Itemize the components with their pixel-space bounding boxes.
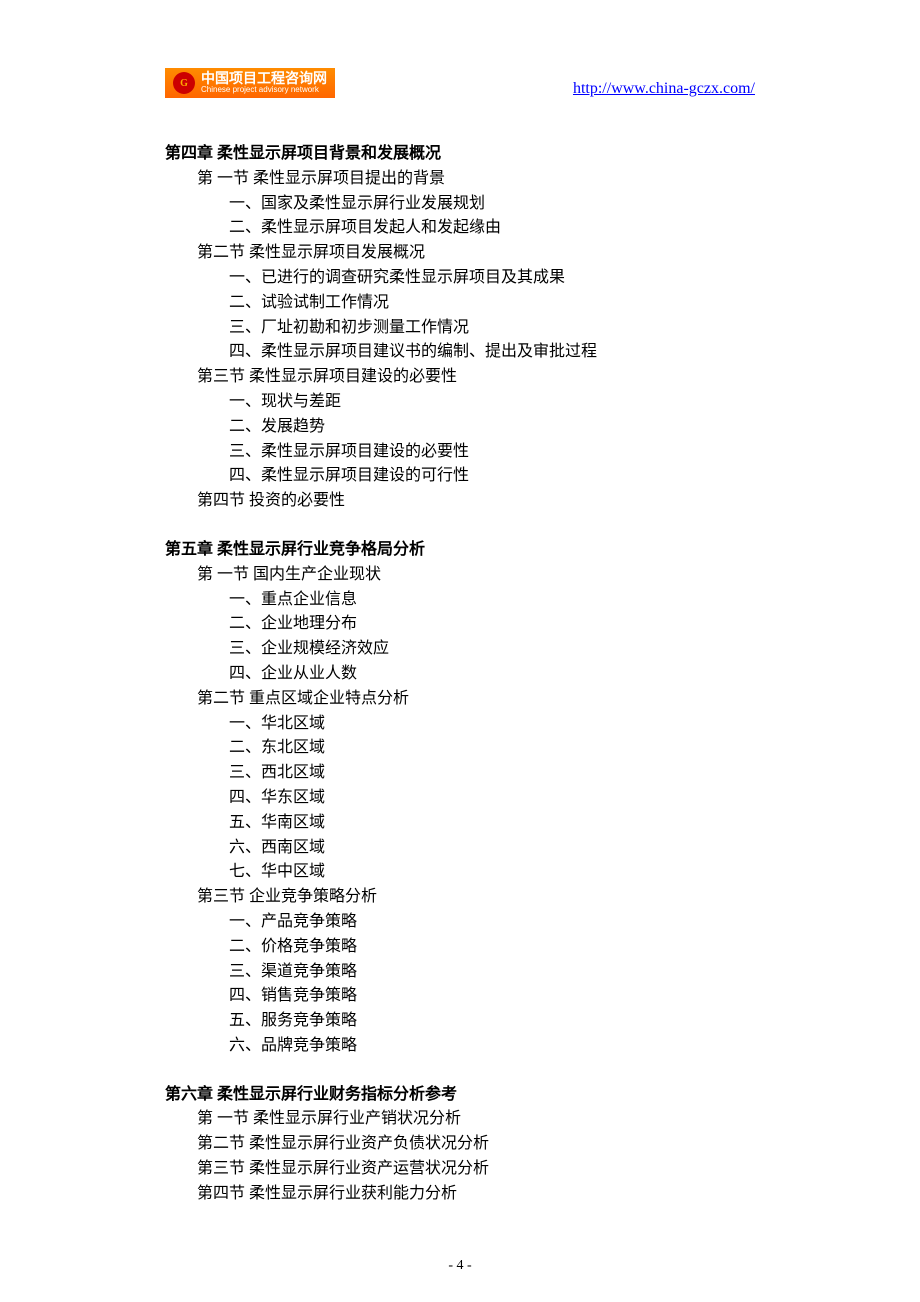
toc-item: 三、西北区域 — [165, 761, 755, 786]
toc-item: 一、国家及柔性显示屏行业发展规划 — [165, 192, 755, 217]
toc-item: 一、产品竞争策略 — [165, 910, 755, 935]
toc-item: 四、柔性显示屏项目建议书的编制、提出及审批过程 — [165, 340, 755, 365]
toc-item: 二、价格竞争策略 — [165, 935, 755, 960]
logo-text: 中国项目工程咨询网 Chinese project advisory netwo… — [201, 71, 327, 95]
toc-item: 一、重点企业信息 — [165, 588, 755, 613]
toc-item: 四、销售竞争策略 — [165, 984, 755, 1009]
section-title: 第三节 柔性显示屏项目建设的必要性 — [165, 365, 755, 390]
page-number: - 4 - — [0, 1258, 920, 1274]
chapter-title: 第五章 柔性显示屏行业竞争格局分析 — [165, 538, 755, 563]
page-header: G 中国项目工程咨询网 Chinese project advisory net… — [165, 68, 755, 98]
logo-text-cn: 中国项目工程咨询网 — [201, 71, 327, 86]
toc-item: 三、渠道竞争策略 — [165, 960, 755, 985]
section-title: 第四节 投资的必要性 — [165, 489, 755, 514]
toc-item: 七、华中区域 — [165, 860, 755, 885]
toc-item: 二、东北区域 — [165, 736, 755, 761]
section-title: 第 一节 柔性显示屏行业产销状况分析 — [165, 1107, 755, 1132]
logo-text-en: Chinese project advisory network — [201, 86, 327, 95]
document-content: 第四章 柔性显示屏项目背景和发展概况 第 一节 柔性显示屏项目提出的背景 一、国… — [165, 142, 755, 1207]
section-title: 第三节 柔性显示屏行业资产运营状况分析 — [165, 1157, 755, 1182]
toc-item: 六、西南区域 — [165, 836, 755, 861]
section-title: 第二节 柔性显示屏行业资产负债状况分析 — [165, 1132, 755, 1157]
toc-item: 四、华东区域 — [165, 786, 755, 811]
toc-item: 三、柔性显示屏项目建设的必要性 — [165, 440, 755, 465]
chapter-title: 第四章 柔性显示屏项目背景和发展概况 — [165, 142, 755, 167]
toc-item: 一、现状与差距 — [165, 390, 755, 415]
section-title: 第二节 重点区域企业特点分析 — [165, 687, 755, 712]
chapter-title: 第六章 柔性显示屏行业财务指标分析参考 — [165, 1083, 755, 1108]
section-title: 第 一节 国内生产企业现状 — [165, 563, 755, 588]
chapter-gap — [165, 514, 755, 538]
toc-item: 二、柔性显示屏项目发起人和发起缘由 — [165, 216, 755, 241]
toc-item: 五、华南区域 — [165, 811, 755, 836]
toc-item: 一、已进行的调查研究柔性显示屏项目及其成果 — [165, 266, 755, 291]
toc-item: 二、试验试制工作情况 — [165, 291, 755, 316]
logo-badge-icon: G — [173, 72, 195, 94]
toc-item: 二、发展趋势 — [165, 415, 755, 440]
section-title: 第二节 柔性显示屏项目发展概况 — [165, 241, 755, 266]
toc-item: 四、柔性显示屏项目建设的可行性 — [165, 464, 755, 489]
toc-item: 四、企业从业人数 — [165, 662, 755, 687]
toc-item: 一、华北区域 — [165, 712, 755, 737]
toc-item: 三、厂址初勘和初步测量工作情况 — [165, 316, 755, 341]
toc-item: 六、品牌竞争策略 — [165, 1034, 755, 1059]
toc-item: 二、企业地理分布 — [165, 612, 755, 637]
section-title: 第四节 柔性显示屏行业获利能力分析 — [165, 1182, 755, 1207]
chapter-gap — [165, 1059, 755, 1083]
toc-item: 五、服务竞争策略 — [165, 1009, 755, 1034]
site-logo: G 中国项目工程咨询网 Chinese project advisory net… — [165, 68, 335, 98]
site-url-link[interactable]: http://www.china-gczx.com/ — [573, 80, 755, 98]
section-title: 第 一节 柔性显示屏项目提出的背景 — [165, 167, 755, 192]
toc-item: 三、企业规模经济效应 — [165, 637, 755, 662]
section-title: 第三节 企业竞争策略分析 — [165, 885, 755, 910]
